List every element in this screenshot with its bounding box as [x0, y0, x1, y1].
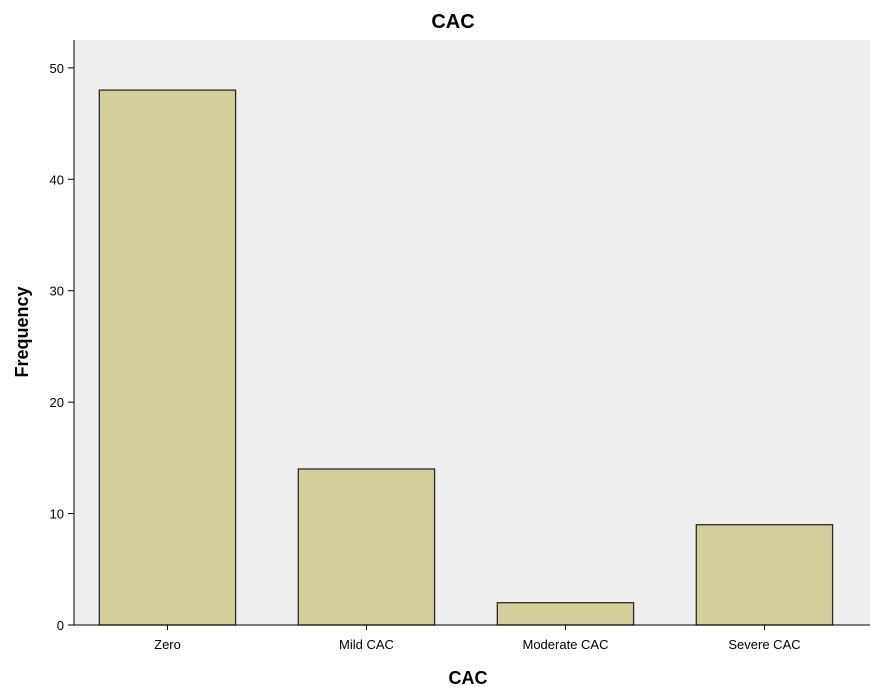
bar-zero	[98, 89, 237, 626]
x-tick-label: Mild CAC	[339, 637, 394, 652]
y-tick-label: 50	[50, 61, 64, 76]
bar-moderate-cac	[496, 602, 635, 626]
y-tick-label: 30	[50, 284, 64, 299]
x-ticks-group: Zero Mild CAC Moderate CAC Severe CAC	[154, 625, 801, 652]
y-tick-label: 40	[50, 172, 64, 187]
y-ticks-group: 0 10 20 30 40 50	[50, 61, 74, 633]
chart-title: CAC	[431, 11, 474, 33]
y-tick-label: 10	[50, 507, 64, 522]
bars-group	[98, 89, 834, 626]
y-tick-label: 20	[50, 395, 64, 410]
x-tick-label: Zero	[154, 637, 181, 652]
x-axis-label: CAC	[449, 668, 488, 688]
bar-mild-cac	[297, 468, 436, 626]
y-tick-label: 0	[57, 618, 64, 633]
y-axis-label: Frequency	[12, 286, 32, 377]
bar-severe-cac	[695, 524, 834, 626]
x-tick-label: Moderate CAC	[523, 637, 609, 652]
x-tick-label: Severe CAC	[728, 637, 800, 652]
